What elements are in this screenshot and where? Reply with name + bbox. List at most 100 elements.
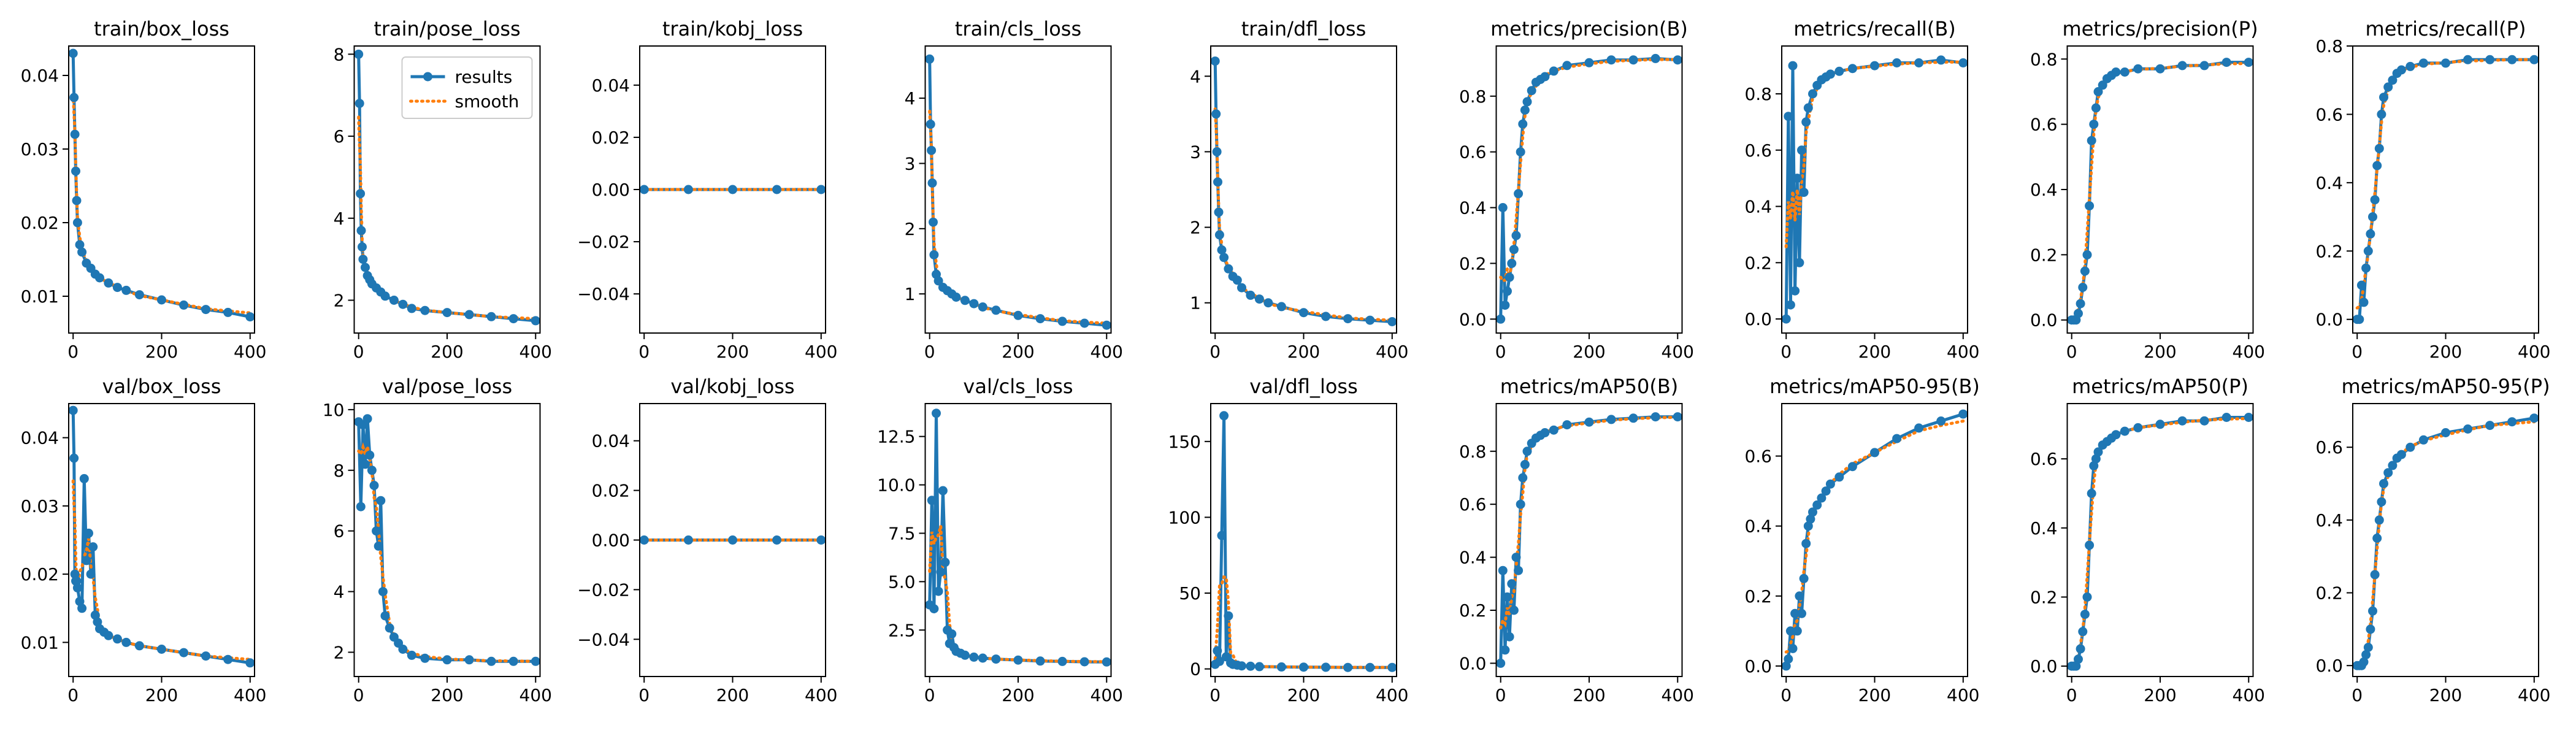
data-point — [1522, 447, 1532, 456]
y-tick-label: 0.02 — [21, 213, 59, 233]
data-point — [991, 654, 1001, 664]
y-tick-label: 0.0 — [2030, 656, 2058, 677]
data-point — [2361, 263, 2371, 273]
data-point — [464, 310, 474, 320]
x-tick-label: 400 — [234, 342, 266, 362]
data-point — [1219, 411, 1229, 421]
data-point — [991, 305, 1001, 315]
data-point — [2363, 246, 2373, 256]
subplot-8: metrics/recall(P) 0 200 400 0.0 0.2 0.4 0.6 0.8 — [2315, 17, 2550, 362]
data-point — [121, 637, 131, 647]
data-point — [728, 535, 737, 545]
data-point — [2244, 413, 2253, 422]
y-tick-label: −0.04 — [577, 284, 630, 304]
data-point — [2405, 61, 2415, 71]
data-point — [2355, 315, 2364, 324]
data-point — [179, 300, 189, 310]
data-point — [1500, 301, 1510, 310]
data-point — [683, 535, 693, 545]
subplot-11: val/kobj_loss 0 200 400 −0.04 −0.02 0.00 0.02 0.… — [577, 375, 837, 705]
data-point — [2244, 58, 2253, 67]
data-point — [978, 653, 987, 663]
data-point — [1784, 112, 1793, 121]
y-tick-label: 0.2 — [2315, 583, 2343, 604]
data-point — [2080, 266, 2090, 276]
data-point — [464, 655, 474, 665]
data-point — [1520, 105, 1530, 115]
y-tick-label: 0.00 — [592, 531, 630, 551]
data-point — [932, 408, 941, 418]
data-point — [2085, 540, 2095, 550]
y-tick-label: 0.6 — [1459, 142, 1487, 163]
y-tick-label: 3 — [905, 153, 916, 174]
data-point — [1584, 417, 1594, 427]
y-tick-label: 0.0 — [1744, 309, 1772, 329]
y-tick-label: 0.8 — [1744, 84, 1772, 104]
data-point — [2374, 144, 2384, 153]
data-point — [1847, 64, 1857, 74]
data-point — [380, 611, 390, 621]
data-point — [385, 623, 394, 633]
legend-marker-results — [423, 72, 432, 82]
x-tick-label: 0 — [353, 685, 364, 705]
data-point — [1522, 97, 1532, 107]
subplot-title: train/box_loss — [94, 17, 229, 40]
y-tick-label: 2 — [334, 642, 345, 662]
data-point — [2368, 212, 2377, 222]
data-point — [2089, 461, 2099, 470]
data-point — [2133, 423, 2143, 432]
x-tick-label: 400 — [234, 685, 266, 705]
data-point — [1507, 258, 1517, 268]
data-point — [134, 290, 144, 300]
subplot-16: metrics/mAP50(P) 0 200 400 0.0 0.2 0.4 0.6 — [2030, 375, 2265, 705]
subplot-5: metrics/precision(B) 0 200 400 0.0 0.2 0.4 0.6 0… — [1459, 17, 1694, 362]
y-tick-label: 0.8 — [1459, 442, 1487, 462]
data-point — [354, 49, 364, 59]
data-point — [1343, 662, 1353, 672]
subplot-title: val/box_loss — [102, 375, 221, 398]
x-tick-label: 0 — [1209, 685, 1221, 705]
data-point — [960, 650, 970, 660]
x-tick-label: 400 — [1091, 342, 1123, 362]
data-point — [1797, 145, 1806, 155]
data-point — [2441, 428, 2450, 437]
y-tick-label: −0.04 — [577, 629, 630, 650]
y-tick-label: 0.6 — [2030, 449, 2058, 469]
data-point — [1801, 117, 1811, 127]
data-point — [2221, 413, 2231, 422]
data-point — [2463, 55, 2473, 64]
data-point — [380, 291, 390, 301]
axes-frame — [1210, 403, 1397, 677]
y-tick-label: 0.02 — [592, 481, 630, 501]
y-tick-label: 0.01 — [21, 286, 59, 307]
x-tick-label: 200 — [431, 342, 463, 362]
data-point — [1516, 499, 1525, 509]
data-point — [1892, 58, 1902, 67]
data-point — [2379, 479, 2388, 488]
data-point — [2370, 570, 2380, 580]
y-tick-label: 100 — [1168, 507, 1201, 527]
data-point — [508, 656, 518, 666]
x-tick-label: 0 — [1209, 342, 1221, 362]
x-tick-label: 400 — [805, 342, 837, 362]
y-tick-label: 0.4 — [1459, 548, 1487, 568]
data-point — [1799, 573, 1809, 583]
data-point — [1365, 662, 1375, 672]
x-tick-label: 200 — [1002, 342, 1034, 362]
data-point — [1540, 428, 1550, 437]
axes-frame — [639, 403, 826, 677]
data-point — [1507, 579, 1517, 589]
x-tick-label: 400 — [2233, 342, 2265, 362]
data-point — [134, 641, 144, 651]
data-point — [2120, 67, 2129, 77]
y-tick-label: 150 — [1168, 432, 1201, 452]
data-point — [2485, 421, 2495, 431]
y-tick-label: 0.0 — [2315, 310, 2343, 330]
data-point — [112, 283, 122, 293]
data-point — [1503, 286, 1512, 296]
x-tick-label: 200 — [716, 342, 749, 362]
data-point — [2485, 55, 2495, 64]
data-point — [1365, 315, 1375, 325]
results-line — [928, 412, 1107, 664]
data-point — [1518, 119, 1528, 129]
